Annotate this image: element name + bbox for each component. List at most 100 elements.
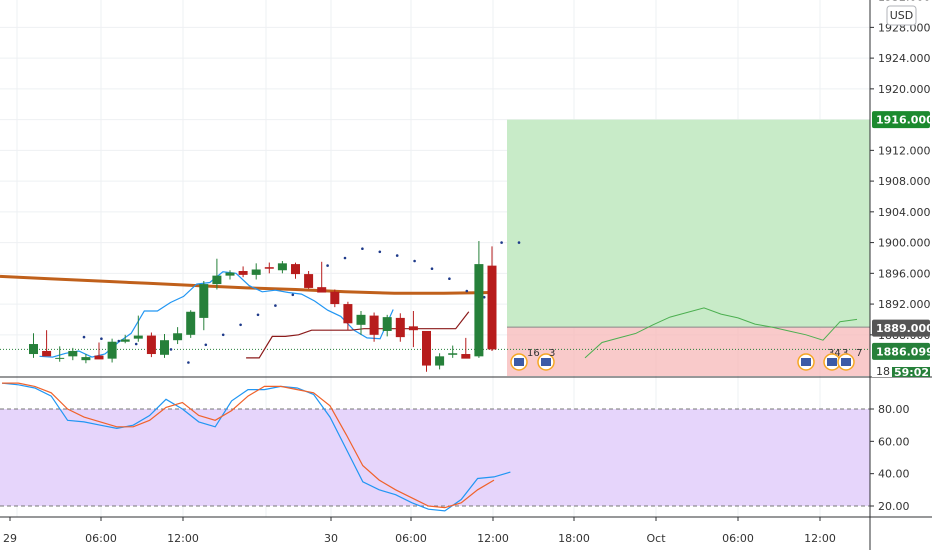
- candle: [55, 346, 65, 362]
- sar-dot: [117, 339, 121, 343]
- candle: [251, 263, 261, 280]
- candle: [487, 246, 497, 351]
- candle-body: [133, 335, 143, 339]
- currency-button[interactable]: USD: [886, 5, 917, 26]
- flag-icon-body: [541, 358, 551, 366]
- sar-dot: [448, 277, 451, 281]
- candle: [133, 315, 143, 342]
- indicators: [0, 241, 858, 364]
- price-tick-label: 1924.000: [878, 52, 931, 65]
- stochastic-band-lines: [0, 408, 870, 507]
- candle-body: [107, 341, 117, 359]
- event-count: 16: [527, 348, 540, 359]
- sar-dot: [395, 254, 399, 257]
- candle: [29, 333, 38, 358]
- price-tick-label: 1896.000: [878, 267, 931, 280]
- sar-dot: [482, 295, 486, 299]
- sar-dot: [187, 361, 190, 364]
- sar-dot: [256, 313, 260, 317]
- event-count: 34: [828, 348, 841, 359]
- candle: [435, 353, 445, 370]
- current-price-tag: 1886.099: [872, 342, 932, 360]
- candle-body: [146, 335, 156, 355]
- entry-price-tag: 1889.000: [872, 319, 932, 337]
- price-tick-label: 1900.000: [878, 237, 931, 250]
- candle-body: [94, 355, 104, 360]
- target-price-tag-text: 1916.000: [876, 114, 932, 127]
- sar-dot: [465, 289, 469, 293]
- candle: [94, 342, 104, 360]
- price-tick-label: 1892.000: [878, 298, 931, 311]
- time-tick-label: 12:00: [167, 532, 199, 545]
- candle-body: [68, 350, 78, 357]
- price-tick-label: 1908.000: [878, 175, 931, 188]
- candle-body: [160, 340, 169, 355]
- time-tick-label: 06:00: [722, 532, 754, 545]
- sar-dot: [326, 264, 329, 267]
- price-lines: [0, 326, 870, 350]
- entry-price-tag-bg: [872, 319, 930, 337]
- sar-dot: [100, 337, 103, 341]
- currency-label: USD: [890, 9, 914, 22]
- low-price-tag: 18: [872, 365, 892, 378]
- candle: [343, 301, 353, 331]
- candle: [68, 347, 78, 361]
- sar-dot: [430, 267, 434, 271]
- sar-dot: [169, 348, 173, 351]
- candle-body: [422, 330, 431, 366]
- candle: [422, 330, 431, 372]
- price-tags: 1916.000 1889.000 1886.099 59:02 18: [872, 111, 932, 379]
- countdown-tag: 59:02: [872, 366, 930, 379]
- event-count: 3: [549, 348, 555, 359]
- time-axis-ticks: 29 06:00 12:00 30 06:00 12:00 18:00 Oct 06:00 12:…: [3, 517, 836, 545]
- candle-body: [81, 357, 91, 361]
- stochastic-band: [0, 409, 870, 506]
- moving-average-line: [0, 274, 494, 295]
- candle: [186, 310, 196, 338]
- candle: [474, 241, 484, 358]
- event-markers[interactable]: 1633437: [510, 348, 862, 371]
- economic-event-marker[interactable]: 34: [797, 348, 841, 371]
- candle-body: [382, 317, 392, 331]
- candle-body: [408, 326, 418, 331]
- candle: [382, 314, 392, 337]
- candle: [317, 261, 327, 293]
- sar-dot: [274, 304, 277, 307]
- candle: [461, 337, 471, 359]
- flag-icon-body: [827, 358, 837, 366]
- sar-dot: [343, 256, 347, 260]
- candle: [42, 330, 52, 357]
- candle-body: [291, 264, 300, 275]
- time-tick-label: 18:00: [558, 532, 590, 545]
- candle: [304, 271, 314, 289]
- sar-dot: [291, 293, 295, 297]
- red-indicator-line: [246, 311, 470, 359]
- flag-icon-body: [514, 358, 524, 366]
- time-tick-label: 12:00: [804, 532, 836, 545]
- candle: [107, 338, 117, 363]
- time-tick-label: 06:00: [395, 532, 427, 545]
- time-tick-label: 29: [3, 532, 17, 545]
- oscillator-tick-label: 40.00: [878, 468, 910, 481]
- current-price-tag-bg: [872, 342, 930, 360]
- stochastic-k-line: [1, 382, 511, 512]
- stochastic-lines: [1, 382, 511, 512]
- flag-icon-body: [841, 358, 851, 366]
- low-price-tag-bg: [872, 366, 892, 377]
- candle-body: [474, 264, 484, 357]
- candle: [395, 313, 405, 342]
- economic-event-marker[interactable]: 7: [837, 348, 862, 371]
- candle-body: [251, 269, 261, 275]
- candle-body: [120, 339, 130, 342]
- candle-body: [238, 271, 248, 275]
- economic-event-marker[interactable]: 3: [537, 348, 555, 371]
- candle: [291, 262, 300, 279]
- oscillator-tick-label: 60.00: [878, 435, 910, 448]
- candle-body: [199, 284, 209, 318]
- sar-dot: [239, 323, 242, 327]
- candles: [29, 241, 497, 372]
- economic-event-marker[interactable]: 16: [510, 348, 540, 371]
